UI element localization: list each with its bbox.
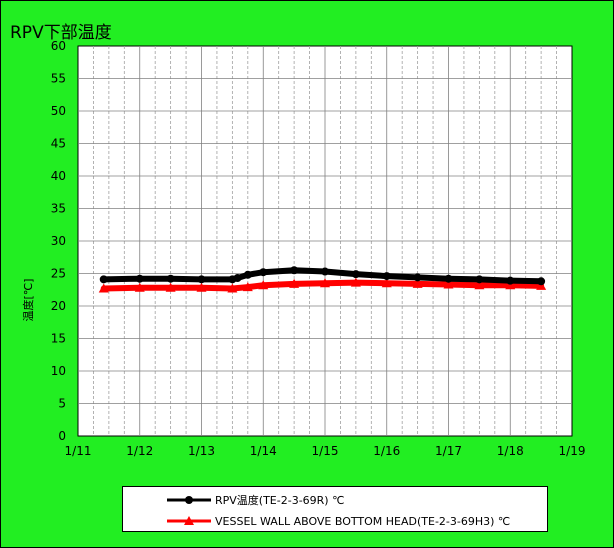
data-point: [536, 280, 547, 290]
x-tick-label: 1/16: [373, 444, 400, 458]
data-point: [259, 268, 268, 277]
y-tick-label: 0: [58, 429, 66, 443]
y-tick-label: 60: [51, 39, 66, 53]
data-point: [227, 283, 238, 293]
x-tick-label: 1/15: [312, 444, 339, 458]
legend-label-series-1: RPV温度(TE-2-3-69R) ℃: [215, 494, 345, 507]
x-tick-label: 1/18: [497, 444, 524, 458]
series-2: [98, 277, 547, 293]
x-tick-label: 1/17: [435, 444, 462, 458]
y-tick-label: 50: [51, 104, 66, 118]
data-point: [350, 277, 361, 287]
data-point: [320, 278, 330, 288]
series-1: [99, 266, 546, 286]
data-point: [443, 279, 454, 289]
data-point: [166, 274, 175, 283]
data-point: [474, 280, 485, 290]
legend: RPV温度(TE-2-3-69R) ℃ VESSEL WALL ABOVE BO…: [122, 486, 548, 532]
data-point: [412, 278, 423, 288]
data-point: [99, 275, 108, 284]
data-point: [98, 283, 109, 293]
chart-title: RPV下部温度: [10, 23, 112, 43]
series-line-2: [100, 279, 545, 292]
data-point: [290, 266, 299, 275]
x-tick-label: 1/19: [559, 444, 586, 458]
data-point: [475, 275, 484, 284]
y-tick-label: 10: [51, 364, 66, 378]
y-tick-labels: 0 5 10 15 20 25 30 35 40 45 50 55 60: [51, 39, 66, 443]
data-point: [165, 282, 176, 292]
data-point: [505, 280, 516, 290]
y-tick-label: 40: [51, 169, 66, 183]
legend-swatch-red-triangle: [167, 516, 211, 525]
data-point: [506, 276, 515, 285]
data-point: [196, 282, 207, 292]
data-point: [258, 280, 269, 290]
data-point: [134, 282, 145, 292]
legend-item-series-1: RPV温度(TE-2-3-69R) ℃: [165, 492, 344, 508]
y-tick-label: 45: [51, 137, 66, 151]
y-tick-label: 20: [51, 299, 66, 313]
data-point: [413, 273, 422, 282]
x-tick-labels: 1/11 1/12 1/13 1/14 1/15 1/16 1/17 1/18 1/19: [65, 444, 586, 458]
y-tick-label: 15: [51, 332, 66, 346]
x-tick-label: 1/12: [126, 444, 153, 458]
data-point: [135, 274, 144, 283]
data-point: [321, 267, 329, 276]
legend-item-series-2: VESSEL WALL ABOVE BOTTOM HEAD(TE-2-3-69H…: [165, 513, 510, 529]
y-tick-label: 5: [58, 397, 66, 411]
data-point: [381, 278, 392, 288]
y-tick-label: 55: [51, 72, 66, 86]
y-tick-label: 30: [51, 234, 66, 248]
data-point: [351, 270, 360, 279]
y-axis-label: 温度[℃]: [21, 279, 35, 322]
y-tick-label: 35: [51, 202, 66, 216]
data-point: [382, 272, 391, 281]
legend-swatch-black-circle: [167, 496, 211, 504]
data-point: [197, 275, 206, 284]
x-tick-label: 1/13: [188, 444, 215, 458]
data-point: [233, 274, 242, 283]
y-tick-label: 25: [51, 267, 66, 281]
legend-label-series-2: VESSEL WALL ABOVE BOTTOM HEAD(TE-2-3-69H…: [215, 514, 511, 528]
data-point: [537, 277, 546, 286]
x-tick-label: 1/14: [250, 444, 277, 458]
data-point: [242, 282, 253, 292]
data-point: [243, 270, 252, 279]
x-tick-label: 1/11: [65, 444, 92, 458]
data-point: [289, 278, 300, 288]
series-layer: [98, 266, 547, 293]
data-point: [444, 274, 453, 283]
